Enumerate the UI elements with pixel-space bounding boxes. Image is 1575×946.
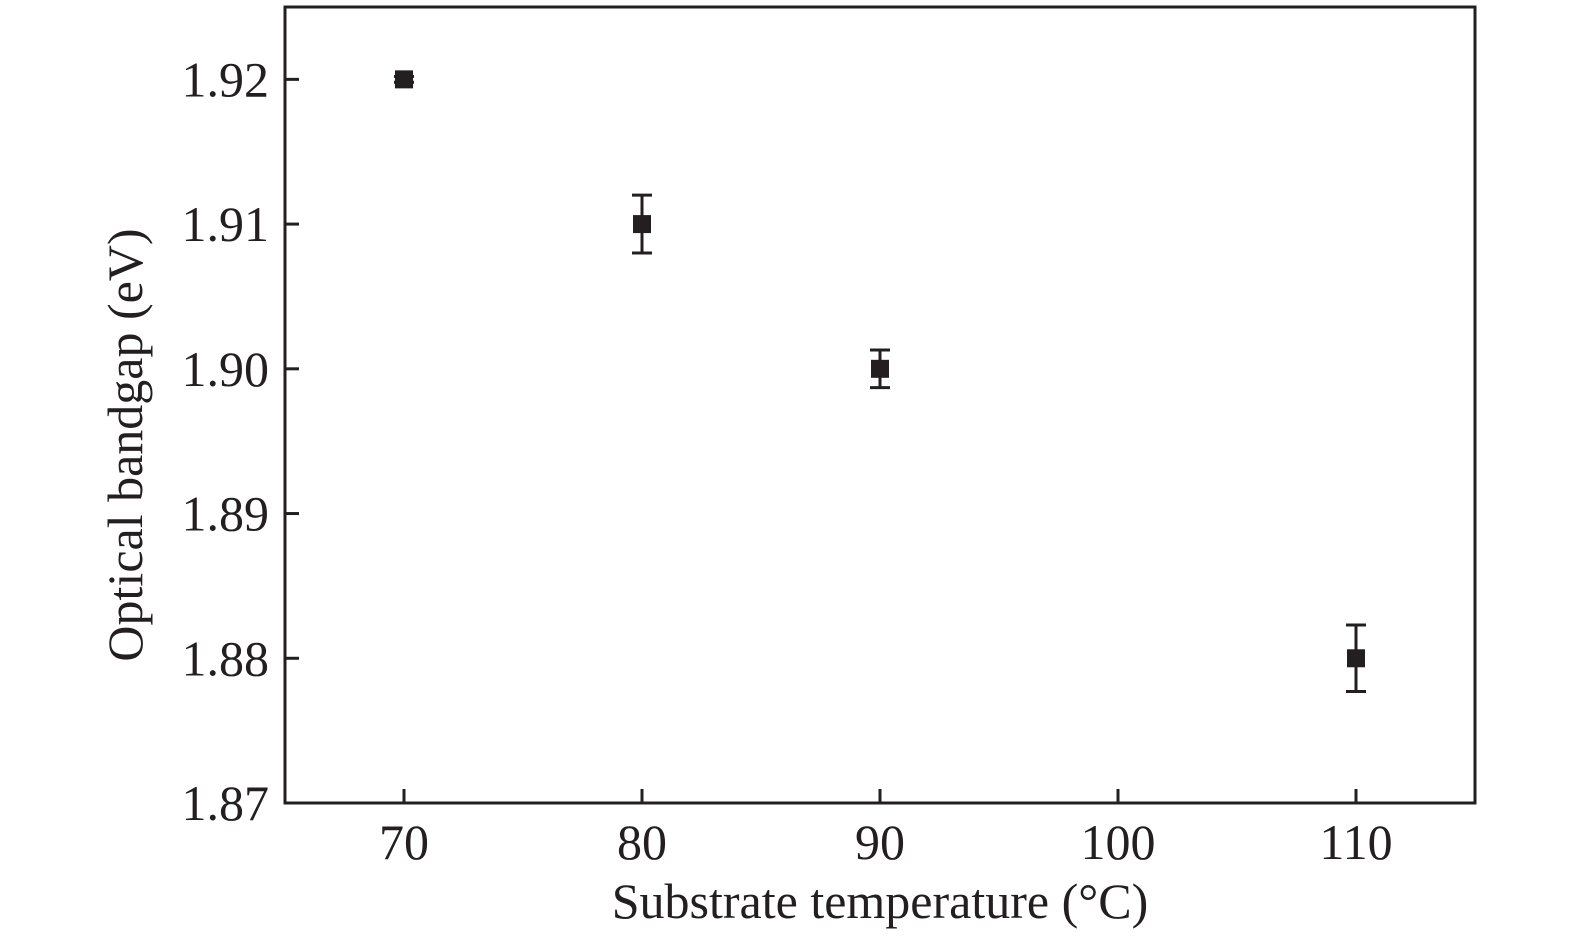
y-tick-label: 1.90 — [182, 341, 270, 397]
x-axis-tick-labels: 70 80 90 100 110 — [379, 814, 1393, 870]
y-axis-tick-labels: 1.87 1.88 1.89 1.90 1.91 1.92 — [182, 51, 270, 831]
y-axis-ticks — [285, 77, 299, 805]
data-point — [633, 215, 651, 234]
x-axis-label: Substrate temperature (°C) — [612, 873, 1148, 929]
y-tick-label: 1.88 — [182, 630, 270, 686]
data-point — [871, 359, 889, 378]
y-tick-label: 1.91 — [182, 196, 270, 252]
y-tick-label: 1.87 — [182, 775, 270, 831]
data-points — [395, 70, 1365, 668]
x-tick-label: 110 — [1319, 814, 1392, 870]
data-point — [1347, 649, 1365, 668]
y-axis-label: Optical bandgap (eV) — [97, 228, 153, 661]
y-tick-label: 1.92 — [182, 51, 270, 107]
x-tick-label: 90 — [855, 814, 905, 870]
x-tick-label: 80 — [617, 814, 667, 870]
data-point — [395, 70, 413, 89]
x-axis-ticks — [402, 789, 1358, 803]
x-tick-label: 100 — [1081, 814, 1156, 870]
error-bars — [394, 74, 1366, 694]
y-tick-label: 1.89 — [182, 486, 270, 542]
plot-frame — [283, 5, 1477, 805]
x-tick-label: 70 — [379, 814, 429, 870]
